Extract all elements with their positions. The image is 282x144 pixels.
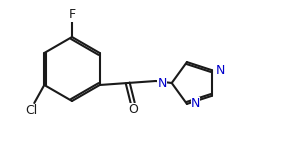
Text: Cl: Cl [25, 104, 38, 116]
Text: N: N [215, 64, 225, 77]
Text: N: N [157, 76, 167, 90]
Text: N: N [191, 97, 200, 110]
Text: O: O [128, 103, 138, 115]
Text: F: F [69, 8, 76, 21]
